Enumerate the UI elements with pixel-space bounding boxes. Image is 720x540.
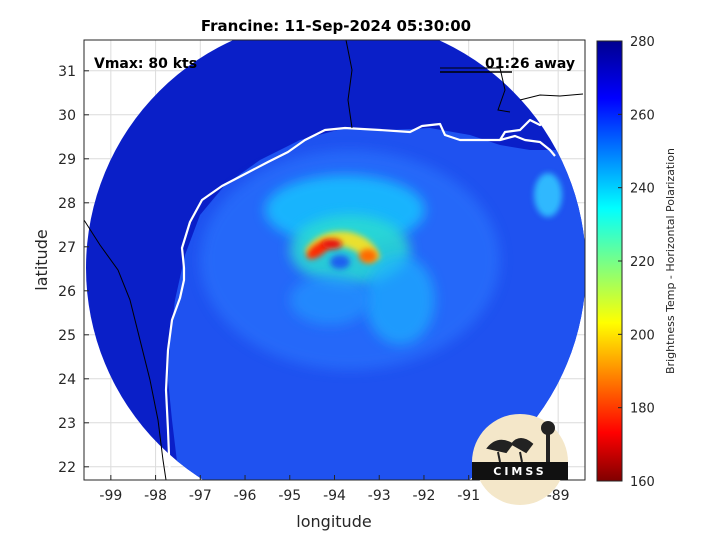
y-tick-label: 24	[58, 372, 76, 388]
colorbar-tick-label: 260	[630, 108, 655, 123]
colorbar-tick-label: 160	[630, 475, 655, 490]
y-tick-label: 28	[58, 196, 76, 212]
colorbar: 160 180 200 220 240 260 280 Brightness Temp - …	[596, 35, 677, 490]
feature-far-east	[534, 173, 562, 217]
cloud-band-east	[365, 255, 435, 345]
louisiana-state-line	[440, 67, 511, 113]
inland-features	[519, 93, 584, 101]
time-offset-label: 01:26 away	[485, 56, 575, 72]
colorbar-ticks: 160 180 200 220 240 260 280	[618, 35, 655, 490]
colorbar-tick-label: 280	[630, 35, 655, 50]
y-tick-label: 25	[58, 328, 76, 344]
y-tick-label: 29	[58, 152, 76, 168]
mexico-border	[84, 219, 167, 480]
y-tick-label: 26	[58, 284, 76, 300]
logo-text: CIMSS	[493, 465, 546, 478]
colorbar-tick-label: 220	[630, 255, 655, 270]
y-tick-label: 27	[58, 240, 76, 256]
x-tick-label: -92	[413, 488, 436, 504]
cimss-logo: CIMSS	[472, 414, 568, 505]
plot-area	[84, 40, 585, 480]
y-axis-label: latitude	[32, 229, 51, 290]
x-tick-label: -89	[547, 488, 570, 504]
convection-core	[322, 239, 342, 249]
x-axis-label: longitude	[296, 512, 371, 531]
colorbar-tick-label: 200	[630, 328, 655, 343]
logo-tower-top	[541, 421, 555, 435]
y-axis: 22 23 24 25 26 27 28 29 30 31	[58, 64, 89, 476]
convection-eyewall-east	[359, 249, 377, 263]
x-tick-label: -94	[323, 488, 346, 504]
storm-eye	[330, 255, 350, 269]
x-tick-label: -98	[144, 488, 167, 504]
y-tick-label: 22	[58, 460, 76, 476]
borders	[84, 40, 584, 480]
logo-tower	[546, 426, 550, 462]
y-tick-label: 30	[58, 108, 76, 124]
colorbar-tick-label: 240	[630, 182, 655, 197]
colorbar-tick-label: 180	[630, 402, 655, 417]
x-tick-label: -96	[234, 488, 257, 504]
logo-sun	[475, 415, 565, 505]
mississippi-delta	[499, 117, 549, 141]
y-tick-label: 31	[58, 64, 76, 80]
x-tick-label: -99	[99, 488, 122, 504]
x-tick-label: -91	[457, 488, 480, 504]
chart-title: Francine: 11-Sep-2024 05:30:00	[201, 17, 471, 35]
cloud-band-south	[290, 275, 370, 325]
x-tick-label: -93	[368, 488, 391, 504]
logo-base	[472, 462, 568, 480]
logo-dishes	[486, 438, 534, 463]
brightness-temperature-swath	[86, 40, 585, 480]
x-tick-label: -95	[278, 488, 301, 504]
vmax-label: Vmax: 80 kts	[94, 56, 197, 72]
texas-louisiana-border	[345, 40, 353, 129]
y-tick-label: 23	[58, 416, 76, 432]
coastline	[164, 117, 556, 480]
colorbar-label: Brightness Temp - Horizontal Polarizatio…	[664, 148, 677, 374]
x-tick-label: -97	[189, 488, 212, 504]
